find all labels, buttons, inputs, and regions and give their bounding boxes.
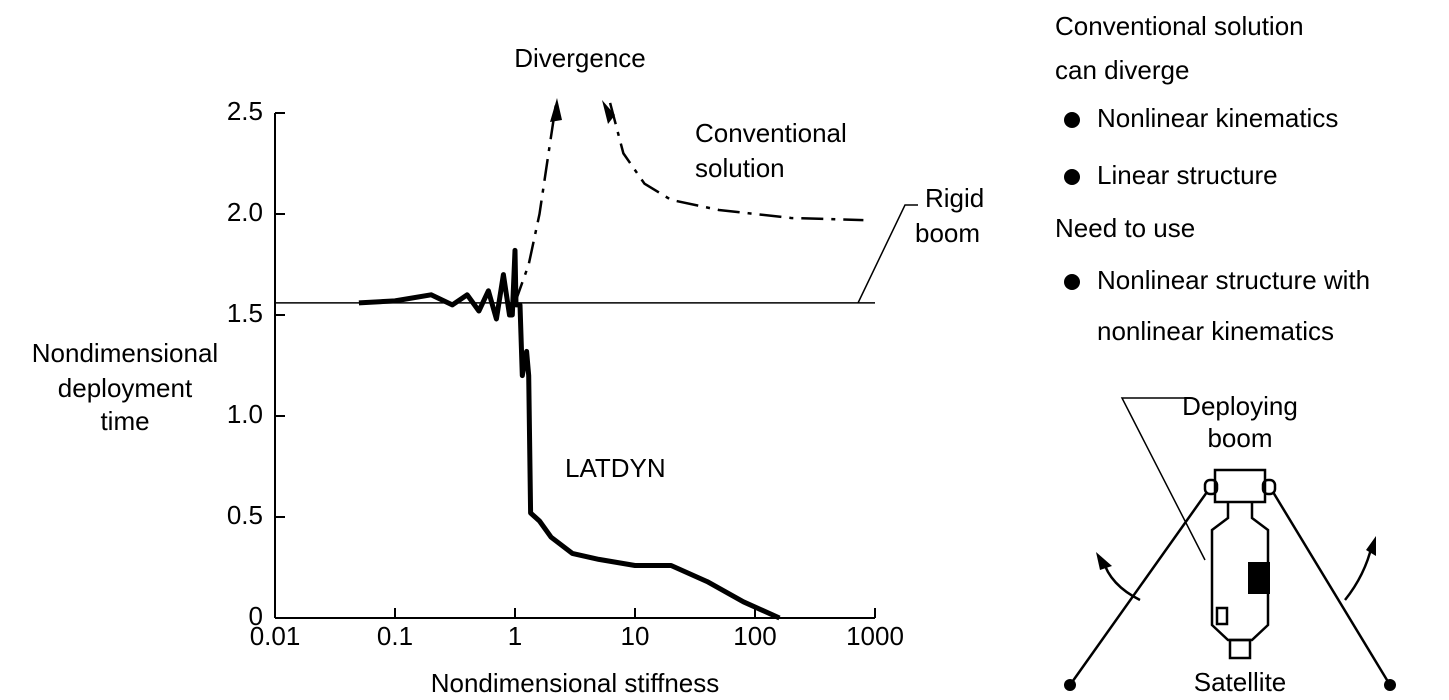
sidebar-text: Nonlinear kinematics (1097, 103, 1338, 133)
line-series (513, 102, 864, 304)
y-tick-label: 2.0 (227, 197, 263, 227)
y-tick-label: 0.5 (227, 500, 263, 530)
sidebar-text: Nonlinear structure with (1097, 265, 1370, 295)
y-axis-label: Nondimensional (32, 338, 218, 368)
arrow-head (550, 98, 562, 122)
x-tick-label: 1000 (846, 621, 904, 651)
bullet (1064, 112, 1080, 128)
annotation: boom (915, 218, 980, 248)
arrow-head (1096, 552, 1112, 570)
sidebar-text: can diverge (1055, 55, 1189, 85)
y-tick-label: 0 (249, 601, 263, 631)
boom-tip (1064, 679, 1076, 691)
x-tick-label: 100 (733, 621, 776, 651)
x-axis-label: Nondimensional stiffness (431, 668, 720, 698)
sidebar-text: Need to use (1055, 213, 1195, 243)
arrow-head (602, 100, 615, 124)
y-tick-label: 1.0 (227, 399, 263, 429)
sidebar-text: Conventional solution (1055, 11, 1304, 41)
leader-line (857, 204, 918, 304)
arrow-head (1366, 536, 1376, 556)
satellite-diagram (1068, 397, 1392, 686)
sidebar-text: nonlinear kinematics (1097, 316, 1334, 346)
line-series (358, 247, 781, 621)
x-tick-label: 0.01 (250, 621, 301, 651)
y-tick-label: 2.5 (227, 96, 263, 126)
x-tick-label: 0.1 (377, 621, 413, 651)
diagram-label: boom (1207, 423, 1272, 453)
y-tick-label: 1.5 (227, 298, 263, 328)
diagram-label: Satellite (1194, 667, 1287, 697)
y-axis-label: deployment (58, 373, 193, 403)
sidebar-text: Linear structure (1097, 160, 1278, 190)
annotation: Conventional (695, 118, 847, 148)
annotation: Rigid (925, 183, 984, 213)
annotation: solution (695, 153, 785, 183)
bullet (1064, 169, 1080, 185)
boom-tip (1384, 679, 1396, 691)
annotation: LATDYN (565, 453, 666, 483)
annotation: Divergence (514, 43, 646, 73)
bullet (1064, 274, 1080, 290)
y-axis-label: time (100, 406, 149, 436)
diagram-label: Deploying (1182, 391, 1298, 421)
x-tick-label: 10 (621, 621, 650, 651)
x-tick-label: 1 (508, 621, 522, 651)
